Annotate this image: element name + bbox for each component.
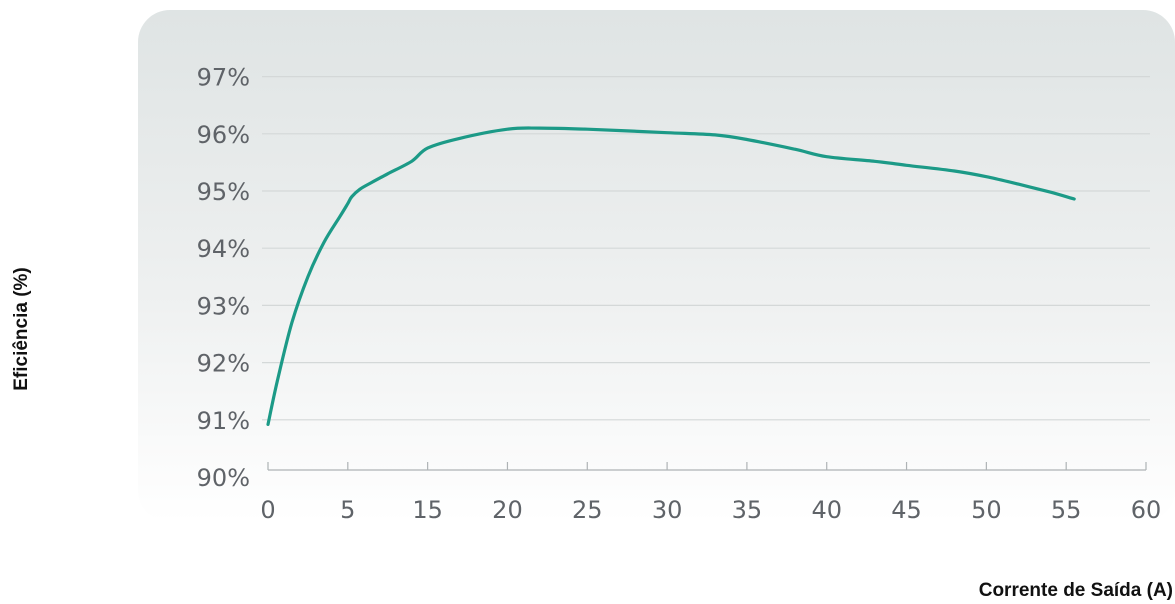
x-tick-label: 60: [1131, 496, 1162, 524]
y-tick-label: 96%: [197, 121, 250, 149]
tick-labels: 90% 91% 92% 93% 94% 95% 96% 97% 0 5 15 20 25 30 35 40 45…: [197, 64, 1162, 524]
x-tick-label: 15: [412, 496, 443, 524]
y-tick-label: 94%: [197, 235, 250, 263]
x-tick-label: 55: [1051, 496, 1082, 524]
x-tick-label: 50: [971, 496, 1002, 524]
x-tick-label: 30: [652, 496, 683, 524]
y-tick-label: 97%: [197, 64, 250, 92]
x-tick-label: 35: [732, 496, 763, 524]
series-line: [266, 126, 1076, 426]
x-tick-label: 0: [260, 496, 275, 524]
y-axis-label: Eficiência (%): [11, 267, 32, 391]
y-tick-label: 91%: [197, 407, 250, 435]
y-tick-label: 95%: [197, 178, 250, 206]
x-tick-label: 40: [811, 496, 842, 524]
x-tick-label: 45: [891, 496, 922, 524]
x-tick-label: 25: [572, 496, 603, 524]
x-tick-label: 20: [492, 496, 523, 524]
x-tick-label: 5: [340, 496, 355, 524]
x-axis-label: Corrente de Saída (A): [978, 580, 1173, 601]
y-tick-label: 93%: [197, 292, 250, 320]
plot-background: [138, 10, 1175, 522]
y-tick-label: 92%: [197, 350, 250, 378]
y-tick-label: 90%: [197, 464, 250, 492]
